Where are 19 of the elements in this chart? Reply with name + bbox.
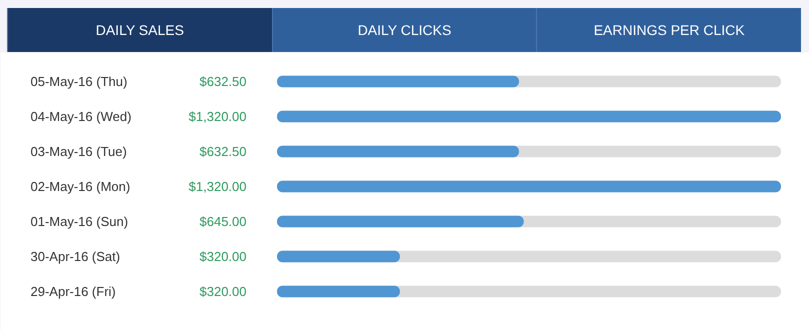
data-label: $632.50 bbox=[200, 144, 247, 159]
data-label: $320.00 bbox=[200, 249, 247, 264]
data-label: $645.00 bbox=[200, 214, 247, 229]
bar bbox=[277, 250, 400, 262]
bar bbox=[277, 286, 400, 298]
y-tick-label: 30-Apr-16 (Sat) bbox=[30, 249, 120, 264]
y-tick-label: 05-May-16 (Thu) bbox=[30, 74, 128, 89]
data-label: $320.00 bbox=[200, 284, 247, 299]
y-tick-label: 01-May-16 (Sun) bbox=[30, 214, 128, 229]
data-label: $1,320.00 bbox=[188, 109, 247, 124]
text: EARNINGS PER CLICK bbox=[536, 8, 802, 52]
y-tick-label: 03-May-16 (Tue) bbox=[30, 144, 127, 159]
y-tick-label: 04-May-16 (Wed) bbox=[30, 109, 132, 124]
text: DAILY SALES bbox=[7, 8, 272, 52]
text: DAILY CLICKS bbox=[272, 8, 536, 52]
data-label: $632.50 bbox=[200, 74, 247, 89]
y-tick-label: 02-May-16 (Mon) bbox=[30, 179, 130, 194]
y-tick-label: 29-Apr-16 (Fri) bbox=[30, 284, 116, 299]
data-label: $1,320.00 bbox=[188, 179, 247, 194]
